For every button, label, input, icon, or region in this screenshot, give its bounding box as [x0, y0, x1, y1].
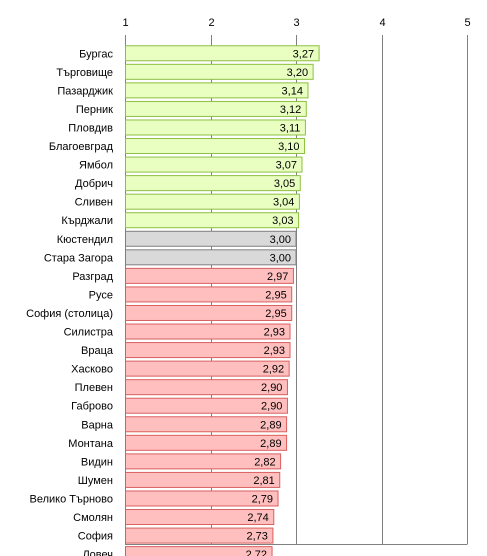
bar: [125, 434, 288, 451]
bar: [125, 509, 275, 526]
data-label: 2,79: [252, 493, 273, 505]
bar: [125, 267, 294, 284]
bar: [125, 212, 300, 229]
data-label: 3,03: [272, 215, 293, 227]
bar: [125, 379, 288, 396]
category-label: Перник: [76, 104, 113, 116]
category-label: Велико Търново: [29, 493, 113, 505]
category-label: Ловеч: [82, 549, 113, 556]
category-label: Силистра: [64, 327, 114, 339]
x-tick-label: 5: [464, 17, 470, 29]
bar: [125, 100, 307, 117]
bar: [125, 249, 297, 266]
data-label: 2,89: [260, 438, 281, 450]
bar: [125, 119, 306, 136]
bar: [125, 286, 293, 303]
category-label: Смолян: [73, 512, 113, 524]
data-label: 2,82: [254, 456, 275, 468]
bars: [125, 45, 320, 556]
data-label: 3,14: [282, 85, 303, 97]
data-label: 2,90: [261, 401, 282, 413]
category-label: Варна: [81, 419, 114, 431]
bar: [125, 156, 303, 173]
bar: [125, 45, 320, 62]
data-label: 3,11: [280, 122, 301, 134]
data-label: 2,95: [265, 308, 286, 320]
bar: [125, 63, 314, 80]
category-label: Пазарджик: [57, 85, 113, 97]
bar: [125, 416, 288, 433]
data-label: 3,20: [287, 67, 308, 79]
data-label: 3,12: [280, 104, 301, 116]
x-axis-ticks: 1 2 3 4 5: [122, 17, 470, 29]
category-label: Търговище: [56, 67, 113, 79]
bar: [125, 138, 306, 155]
category-label: Ямбол: [79, 160, 113, 172]
data-label: 3,00: [270, 252, 291, 264]
bar: [125, 193, 300, 210]
category-label: Стара Загора: [44, 252, 114, 264]
category-label: Добрич: [75, 178, 113, 190]
bar: [125, 453, 282, 470]
data-label: 2,97: [267, 271, 288, 283]
data-label: 3,07: [276, 160, 297, 172]
category-label: Сливен: [75, 197, 113, 209]
bar: [125, 175, 301, 192]
bar: [125, 82, 309, 99]
data-label: 3,27: [293, 48, 314, 60]
data-label: 3,04: [273, 197, 294, 209]
data-label: 2,72: [246, 549, 267, 556]
bar: [125, 546, 273, 556]
data-label: 2,93: [264, 345, 285, 357]
x-tick-label: 4: [379, 17, 385, 29]
category-label: София (столица): [26, 308, 113, 320]
data-label: 2,90: [261, 382, 282, 394]
x-tick-label: 3: [293, 17, 299, 29]
category-label: Монтана: [68, 438, 114, 450]
data-label: 2,93: [264, 327, 285, 339]
bar: [125, 527, 274, 544]
bar: [125, 342, 291, 359]
data-label: 2,95: [265, 289, 286, 301]
data-label: 2,92: [263, 364, 284, 376]
category-label: Враца: [81, 345, 114, 357]
value-labels: 3,27 3,20 3,14 3,12 3,11 3,10 3,07 3,05 3,04 3,03…: [246, 48, 314, 556]
category-label: Русе: [89, 289, 113, 301]
data-label: 3,05: [274, 178, 295, 190]
category-label: Благоевград: [49, 141, 114, 153]
bar: [125, 230, 297, 247]
category-label: Бургас: [79, 48, 113, 60]
data-label: 2,73: [246, 531, 267, 543]
category-label: Кюстендил: [57, 234, 113, 246]
x-tick-label: 2: [208, 17, 214, 29]
data-label: 3,10: [278, 141, 299, 153]
bar: [125, 471, 281, 488]
category-label: Кърджали: [61, 215, 113, 227]
bar: [125, 304, 293, 321]
category-label: Габрово: [71, 401, 113, 413]
category-label: Пловдив: [68, 122, 113, 134]
data-label: 3,00: [270, 234, 291, 246]
bar: [125, 490, 279, 507]
x-tick-label: 1: [122, 17, 128, 29]
bar: [125, 360, 290, 377]
bar: [125, 397, 288, 414]
category-label: Плевен: [75, 382, 113, 394]
category-label: Хасково: [71, 364, 113, 376]
category-label: Видин: [81, 456, 113, 468]
data-label: 2,74: [247, 512, 268, 524]
category-label: Разград: [72, 271, 113, 283]
data-label: 2,89: [260, 419, 281, 431]
category-label: Шумен: [78, 475, 113, 487]
category-label: София: [78, 531, 113, 543]
data-label: 2,81: [253, 475, 274, 487]
category-labels: Бургас Търговище Пазарджик Перник Пловдив Бла…: [26, 48, 114, 556]
bar: [125, 323, 291, 340]
